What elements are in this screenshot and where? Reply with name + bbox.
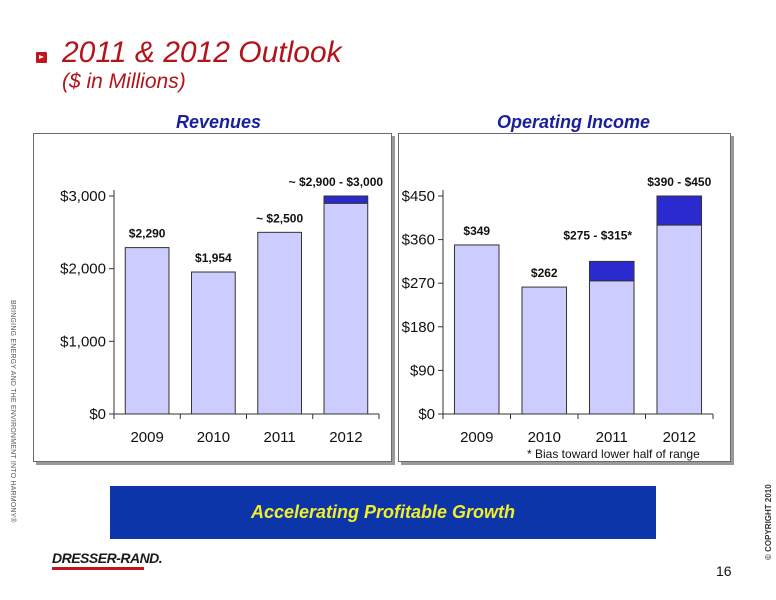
page-number: 16 bbox=[716, 563, 732, 579]
y-tick-label: $270 bbox=[402, 275, 435, 292]
x-tick-label: 2009 bbox=[460, 429, 493, 446]
x-tick-label: 2012 bbox=[329, 429, 362, 446]
page-title: 2011 & 2012 Outlook bbox=[62, 36, 342, 69]
banner-text: Accelerating Profitable Growth bbox=[250, 502, 516, 522]
revenues-chart-title: Revenues bbox=[176, 112, 262, 132]
bar bbox=[323, 202, 369, 415]
data-label: $275 - $315* bbox=[563, 228, 632, 242]
y-tick-label: $360 bbox=[402, 232, 435, 249]
data-label: $349 bbox=[463, 224, 490, 238]
tagline-vertical: BRINGING ENERGY AND THE ENVIRONMENT INTO… bbox=[9, 300, 16, 523]
bar bbox=[656, 224, 703, 415]
y-tick-label: $0 bbox=[89, 406, 106, 423]
data-label: $262 bbox=[531, 266, 558, 280]
page-subtitle: ($ in Millions) bbox=[62, 70, 186, 93]
logo-underline bbox=[52, 567, 144, 570]
range-bar bbox=[588, 260, 635, 282]
footnote: * Bias toward lower half of range bbox=[527, 447, 700, 461]
y-tick-label: $0 bbox=[418, 406, 435, 423]
x-tick-label: 2011 bbox=[596, 429, 628, 446]
revenues-chart-panel: $0 $1,000 $2,000 $3,000 2009 $2,290 2010 $1,954… bbox=[33, 133, 392, 462]
bar bbox=[588, 280, 635, 415]
y-tick-label: $450 bbox=[402, 188, 435, 205]
bar bbox=[521, 286, 568, 415]
data-label: ~ $2,500 bbox=[256, 211, 303, 225]
operating-income-chart-title: Operating Income bbox=[497, 112, 651, 132]
range-bar bbox=[656, 195, 703, 226]
bar bbox=[124, 247, 170, 415]
banner: Accelerating Profitable Growth bbox=[110, 486, 656, 539]
x-tick-label: 2010 bbox=[528, 429, 561, 446]
x-tick-label: 2010 bbox=[197, 429, 230, 446]
copyright-notice: © COPYRIGHT 2010 bbox=[764, 484, 773, 560]
data-label: $2,290 bbox=[129, 227, 166, 241]
company-logo: DRESSER-RAND. bbox=[52, 550, 163, 566]
data-label: $1,954 bbox=[195, 251, 232, 265]
y-tick-label: $2,000 bbox=[60, 261, 106, 278]
revenues-chart: $0 $1,000 $2,000 $3,000 2009 $2,290 2010 $1,954… bbox=[60, 175, 384, 446]
bar bbox=[191, 271, 236, 415]
range-bar bbox=[323, 195, 369, 204]
y-tick-label: $1,000 bbox=[60, 333, 106, 350]
data-label: $390 - $450 bbox=[647, 175, 711, 189]
y-tick-label: $90 bbox=[410, 362, 435, 379]
data-label: ~ $2,900 - $3,000 bbox=[289, 175, 384, 189]
bar bbox=[257, 231, 302, 415]
bar bbox=[453, 244, 500, 415]
x-tick-label: 2009 bbox=[130, 429, 163, 446]
bullet-arrow-icon bbox=[36, 52, 47, 63]
y-tick-label: $3,000 bbox=[60, 188, 106, 205]
y-tick-label: $180 bbox=[402, 319, 435, 336]
x-tick-label: 2012 bbox=[663, 429, 696, 446]
operating-income-chart-panel: * Bias toward lower half of range $0 $90 $… bbox=[398, 133, 731, 462]
operating-income-chart: * Bias toward lower half of range $0 $90 $… bbox=[402, 175, 714, 461]
x-tick-label: 2011 bbox=[263, 429, 295, 446]
